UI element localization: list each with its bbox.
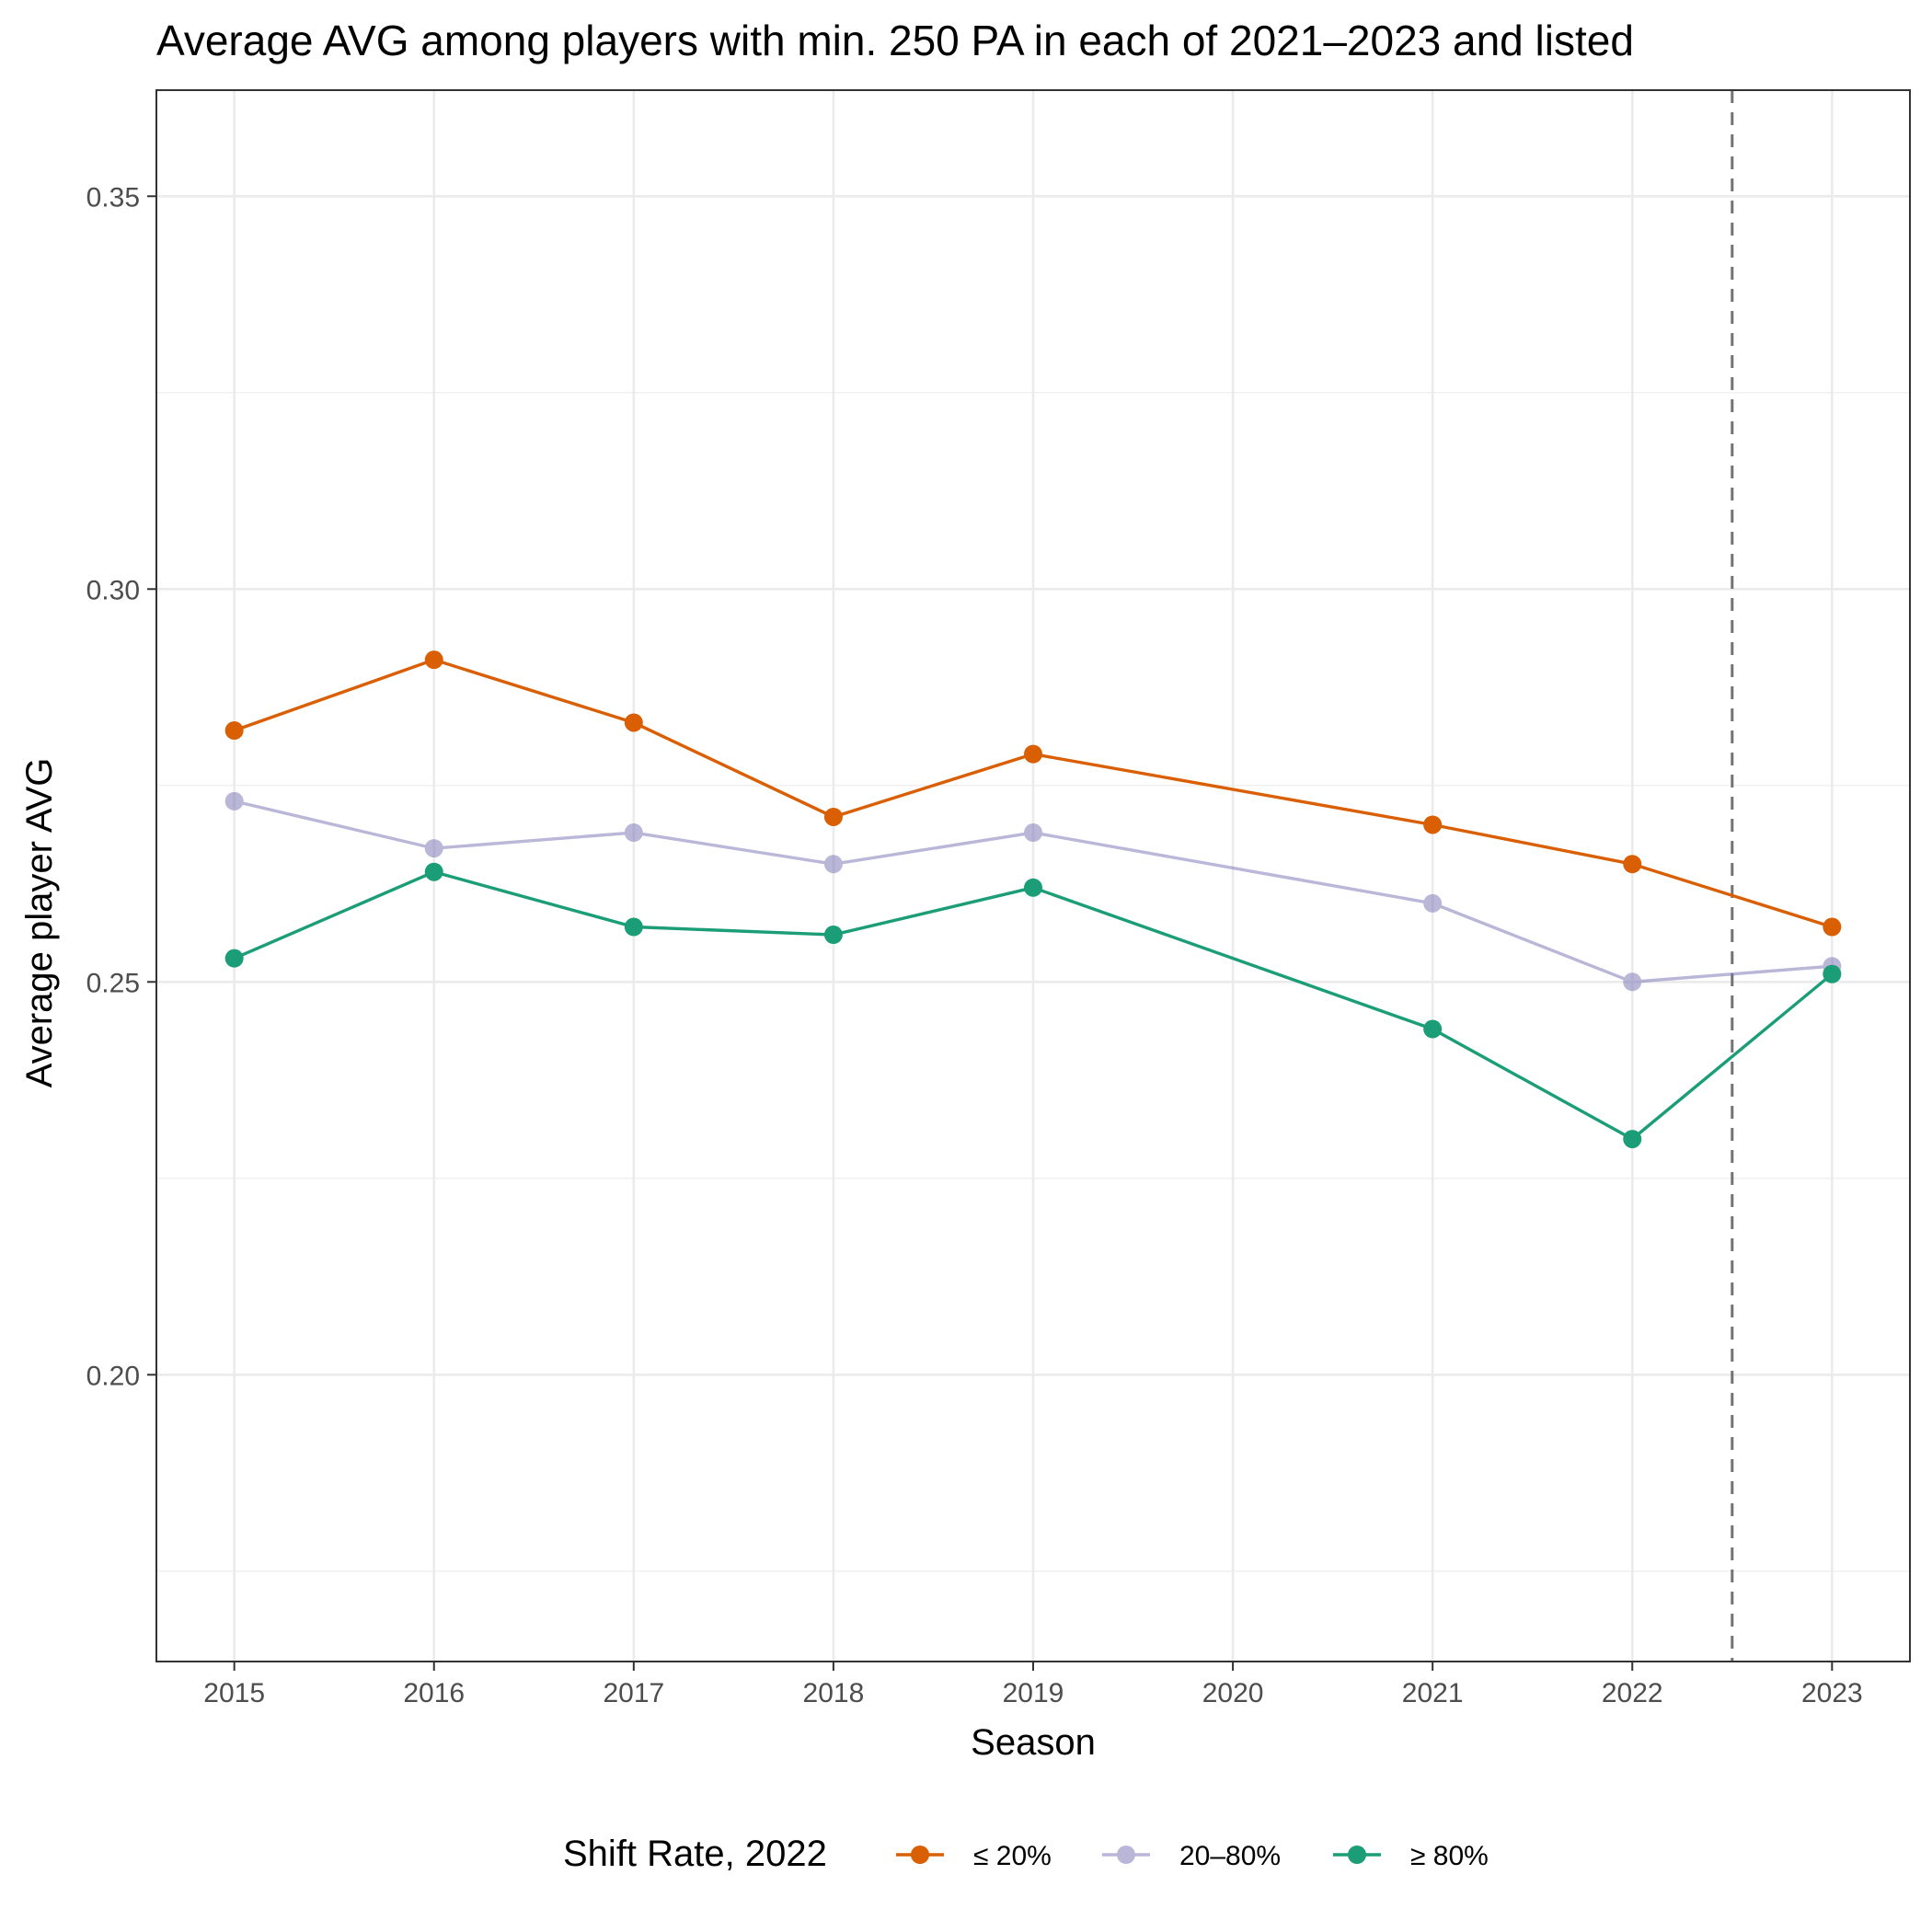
data-point — [424, 839, 443, 858]
x-tick-label: 2020 — [1202, 1678, 1264, 1708]
series — [224, 862, 1842, 1149]
grid — [156, 90, 1910, 1662]
series — [224, 791, 1842, 992]
series-line — [234, 799, 1833, 983]
data-point — [1823, 964, 1842, 983]
data-point — [424, 650, 443, 670]
data-point — [1024, 744, 1042, 764]
data-point — [1623, 855, 1642, 874]
data-point — [1623, 1130, 1642, 1149]
data-point — [624, 917, 643, 937]
data-point — [1823, 917, 1842, 937]
series-group — [224, 650, 1842, 1149]
legend-label: ≥ 80% — [1410, 1841, 1489, 1871]
y-tick-label: 0.35 — [86, 182, 140, 213]
legend-items: ≤ 20% 20–80% ≥ 80% — [896, 1841, 1489, 1871]
legend-key-point — [911, 1846, 929, 1864]
chart-title: Average AVG among players with min. 250 … — [156, 17, 1634, 64]
data-point — [624, 823, 643, 843]
legend-key — [1333, 1846, 1381, 1864]
data-point — [1423, 893, 1443, 913]
data-point — [823, 807, 843, 826]
data-point — [823, 926, 843, 945]
y-tick-label: 0.20 — [86, 1361, 140, 1391]
y-axis: 0.20 0.25 0.30 0.35 — [86, 182, 156, 1391]
x-tick-label: 2015 — [203, 1678, 265, 1708]
x-tick-label: 2019 — [1003, 1678, 1064, 1708]
data-point — [424, 862, 443, 881]
data-point — [1623, 972, 1642, 992]
series — [224, 650, 1842, 937]
y-tick-label: 0.30 — [86, 575, 140, 605]
x-tick-label: 2017 — [603, 1678, 664, 1708]
x-tick-label: 2016 — [403, 1678, 465, 1708]
data-point — [224, 949, 244, 968]
legend: Shift Rate, 2022 ≤ 20% 20–80% ≥ 80% — [563, 1834, 1489, 1874]
legend-label: ≤ 20% — [973, 1841, 1052, 1871]
legend-key-point — [1117, 1846, 1135, 1864]
legend-label: 20–80% — [1179, 1841, 1281, 1871]
x-tick-label: 2022 — [1602, 1678, 1663, 1708]
legend-key-point — [1348, 1846, 1366, 1864]
data-point — [224, 721, 244, 741]
y-axis-title: Average player AVG — [19, 758, 60, 1088]
x-tick-label: 2021 — [1402, 1678, 1464, 1708]
data-point — [224, 791, 244, 811]
legend-key — [1102, 1846, 1150, 1864]
data-point — [1024, 878, 1042, 897]
legend-key — [896, 1846, 944, 1864]
x-axis-title: Season — [971, 1722, 1096, 1763]
data-point — [1024, 823, 1042, 843]
data-point — [1423, 815, 1443, 834]
x-axis: 2015 2016 2017 2018 2019 2020 2021 2022 2023 — [203, 1662, 1863, 1708]
data-point — [624, 713, 643, 732]
legend-title: Shift Rate, 2022 — [563, 1834, 827, 1874]
data-point — [1423, 1019, 1443, 1039]
series-line — [234, 658, 1833, 929]
x-tick-label: 2023 — [1801, 1678, 1863, 1708]
series-line — [233, 870, 1834, 1141]
y-tick-label: 0.25 — [86, 968, 140, 998]
data-point — [823, 855, 843, 874]
x-tick-label: 2018 — [803, 1678, 865, 1708]
